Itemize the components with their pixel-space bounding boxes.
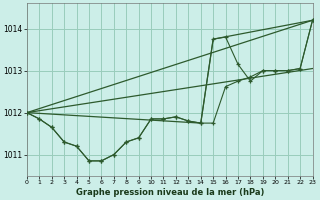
X-axis label: Graphe pression niveau de la mer (hPa): Graphe pression niveau de la mer (hPa): [76, 188, 264, 197]
